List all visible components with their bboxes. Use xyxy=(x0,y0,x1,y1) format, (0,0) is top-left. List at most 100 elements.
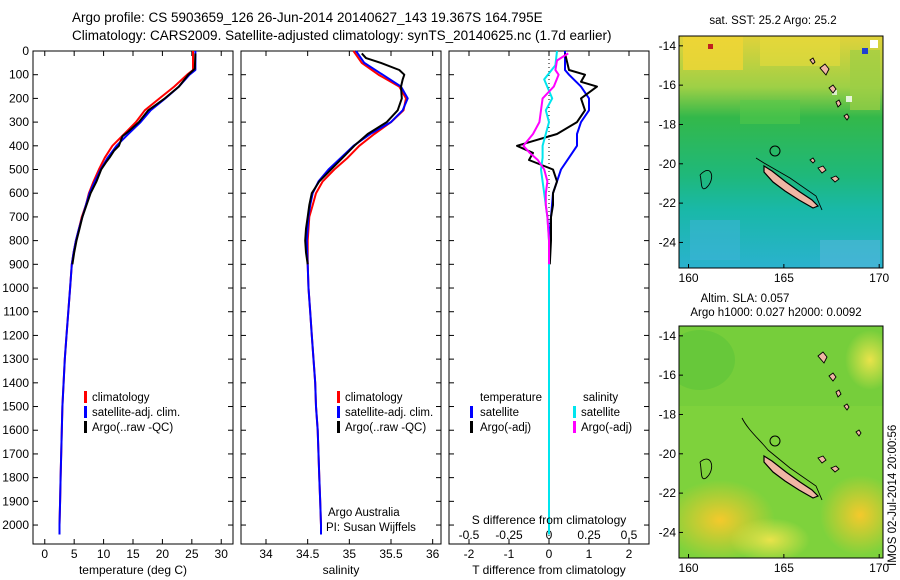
legend-swatch-climatology xyxy=(337,391,340,403)
temperature-plot: 0 5 10 15 20 25 30 xyxy=(41,51,228,561)
series-line-climatology xyxy=(306,50,407,535)
s-tick-label: 0.5 xyxy=(621,528,638,542)
x-tick-label: 35.5 xyxy=(379,547,403,561)
map-y-tick-label: -14 xyxy=(659,39,677,53)
s-tick-label: 0.25 xyxy=(577,528,601,542)
legend-swatch-climatology xyxy=(84,391,87,403)
diff-legend-swatch-temp-satellite xyxy=(470,406,473,418)
attribution-line2: PI: Susan Wijffels xyxy=(326,522,416,534)
map-x-tick-label: 160 xyxy=(679,271,699,285)
x-tick-label: 2 xyxy=(626,547,633,561)
sla-map-warm-anomaly xyxy=(730,518,810,558)
vanuatu-islands xyxy=(809,57,850,121)
new-caledonia-land xyxy=(763,454,820,499)
diff-legend-label-temp-satellite: satellite xyxy=(480,407,519,419)
map-x-tick-label: 170 xyxy=(869,561,889,575)
depth-tick-label: 500 xyxy=(9,163,29,177)
series-line-satellite-adj-clim- xyxy=(305,50,409,535)
depth-tick-label: 1700 xyxy=(2,447,29,461)
diff-legend-label-sal-satellite: satellite xyxy=(581,407,620,419)
map-x-tick-label: 160 xyxy=(679,561,699,575)
temperature-xlabel: temperature (deg C) xyxy=(79,563,187,577)
map-x-tick-label: 165 xyxy=(774,271,794,285)
depth-tick-label: 1400 xyxy=(2,376,29,390)
depth-tick-label: 800 xyxy=(9,234,29,248)
map-y-tick-label: -22 xyxy=(659,196,677,210)
salinity-legend: climatology satellite-adj. clim. Argo(..… xyxy=(337,391,433,434)
depth-axis: 0 100 200 300 400 500 600 700 800 900 1000 1100 1200… xyxy=(2,44,649,532)
series-line-salinity-argo-adj- xyxy=(522,52,569,265)
difference-legend: temperature salinity satellite Argo(-adj… xyxy=(470,392,632,434)
x-tick-label: 34.5 xyxy=(296,547,320,561)
series-line-salinity-satellite xyxy=(540,50,558,535)
legend-swatch-satellite xyxy=(84,406,87,418)
argo-position-marker xyxy=(769,435,781,447)
difference-xlabel-top: S difference from climatology xyxy=(472,513,627,527)
x-tick-label: 1 xyxy=(586,547,593,561)
map-y-tick-label: -24 xyxy=(659,525,677,539)
imos-timestamp-text: IMOS 02-Jul-2014 20:00:56 xyxy=(887,425,899,566)
depth-tick-label: 1100 xyxy=(3,305,29,319)
sla-map-warm-anomaly xyxy=(820,475,883,555)
map-y-tick-label: -16 xyxy=(659,78,677,92)
sst-map-missing-pixel xyxy=(862,48,868,54)
x-tick-label: -2 xyxy=(464,547,475,561)
series-line-argo-raw-qc- xyxy=(71,53,197,265)
diff-legend-swatch-sal-argo xyxy=(573,421,576,433)
figure-title-line2: Climatology: CARS2009. Satellite-adjuste… xyxy=(72,28,612,43)
series-line-argo-raw-qc- xyxy=(304,52,406,265)
legend-label-argo: Argo(..raw -QC) xyxy=(92,422,173,434)
sla-map-field xyxy=(679,326,883,558)
legend-label-argo: Argo(..raw -QC) xyxy=(345,422,426,434)
x-tick-label: 0 xyxy=(41,547,48,561)
legend-swatch-argo xyxy=(84,421,87,433)
s-tick-label: 0 xyxy=(546,528,553,542)
diff-legend-label-temp-argo: Argo(-adj) xyxy=(480,422,531,434)
sst-map-field xyxy=(679,36,883,268)
diff-legend-temperature-header: temperature xyxy=(480,392,542,404)
map-y-tick-label: -20 xyxy=(659,157,677,171)
x-tick-label: 34 xyxy=(259,547,273,561)
depth-tick-label: 1300 xyxy=(2,352,29,366)
sst-map-frame xyxy=(678,35,884,269)
map-y-tick-label: -14 xyxy=(659,329,677,343)
temperature-legend: climatology satellite-adj. clim. Argo(..… xyxy=(84,391,180,434)
x-tick-label: 30 xyxy=(215,547,229,561)
x-tick-label: 5 xyxy=(71,547,78,561)
salinity-plot: 34 34.5 35 35.5 36 xyxy=(259,50,440,561)
loyalty-islands xyxy=(817,455,840,473)
sla-map-cool-anomaly xyxy=(679,330,735,390)
sst-map-missing-pixel xyxy=(832,90,837,95)
depth-tick-label: 200 xyxy=(9,91,29,105)
series-line-temperature-argo-adj- xyxy=(516,53,598,265)
depth-tick-label: 1600 xyxy=(2,423,29,437)
series-line-climatology xyxy=(58,51,194,535)
legend-swatch-satellite xyxy=(337,406,340,418)
sla-map-title-line1: Altim. SLA: 0.057 xyxy=(701,293,790,305)
depth-tick-label: 1800 xyxy=(2,471,29,485)
reef-outline xyxy=(699,417,823,501)
diff-legend-swatch-temp-argo xyxy=(470,421,473,433)
sst-map-patch xyxy=(850,50,880,110)
argo-position-marker xyxy=(769,145,781,157)
series-line-temperature-satellite xyxy=(548,51,590,535)
depth-tick-label: 0 xyxy=(22,44,29,58)
x-tick-label: 35 xyxy=(343,547,357,561)
depth-tick-label: 1200 xyxy=(2,328,29,342)
diff-legend-label-sal-argo: Argo(-adj) xyxy=(581,422,632,434)
salinity-xlabel: salinity xyxy=(323,563,360,577)
vanuatu-islands xyxy=(817,351,862,437)
depth-tick-label: 1500 xyxy=(2,400,29,414)
salinity-panel-frame xyxy=(240,50,442,545)
legend-label-climatology: climatology xyxy=(345,392,403,404)
diff-legend-salinity-header: salinity xyxy=(583,392,618,404)
depth-tick-label: 1000 xyxy=(2,281,29,295)
sst-map-missing-pixel xyxy=(870,40,878,48)
x-tick-label: 0 xyxy=(546,547,553,561)
sst-map-missing-pixel xyxy=(708,44,713,49)
new-caledonia-land xyxy=(763,164,820,209)
map-x-tick-label: 165 xyxy=(774,561,794,575)
depth-tick-label: 700 xyxy=(9,210,29,224)
map-y-tick-label: -18 xyxy=(659,117,677,131)
